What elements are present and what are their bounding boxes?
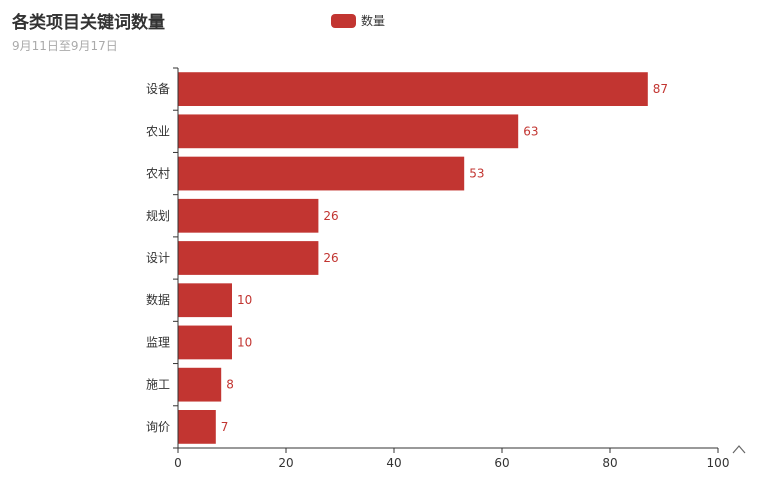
y-tick-label: 监理 — [146, 335, 170, 349]
bar — [178, 410, 216, 444]
data-label: 87 — [653, 82, 668, 96]
y-tick-label: 设备 — [146, 82, 170, 96]
bar — [178, 156, 465, 191]
bar — [178, 114, 519, 149]
bar — [178, 198, 319, 233]
chevron-up-icon[interactable] — [732, 445, 746, 454]
y-tick-label: 询价 — [146, 420, 170, 434]
data-label: 63 — [523, 124, 538, 138]
x-tick-label: 40 — [386, 456, 401, 470]
bar — [178, 241, 319, 275]
x-tick-label: 0 — [174, 456, 182, 470]
legend-label: 数量 — [361, 14, 386, 28]
bar — [178, 283, 232, 318]
chart-title: 各类项目关键词数量 — [12, 13, 165, 33]
data-label: 26 — [323, 251, 338, 265]
x-axis: 0 20 40 60 80 100 — [174, 447, 730, 470]
y-tick-label: 农村 — [146, 167, 170, 181]
x-tick-label: 80 — [602, 456, 617, 470]
data-label: 10 — [237, 293, 252, 307]
y-tick-label: 数据 — [146, 292, 170, 307]
bar — [178, 367, 222, 402]
legend[interactable]: 数量 — [331, 12, 385, 29]
y-tick-label: 设计 — [146, 251, 170, 265]
data-label: 53 — [469, 167, 484, 181]
chart-subtitle: 9月11日至9月17日 — [12, 39, 118, 53]
bar — [178, 325, 232, 360]
x-tick-label: 20 — [278, 456, 293, 470]
x-tick-label: 100 — [707, 456, 730, 470]
bar — [178, 72, 648, 106]
data-label: 26 — [323, 209, 338, 223]
data-label: 7 — [221, 420, 229, 434]
x-tick-label: 60 — [494, 456, 509, 470]
data-label: 10 — [237, 335, 252, 349]
y-tick-label: 规划 — [146, 208, 170, 223]
legend-swatch — [331, 13, 356, 28]
y-tick-label: 施工 — [146, 378, 170, 392]
data-label: 8 — [226, 378, 234, 392]
y-tick-label: 农业 — [146, 124, 170, 138]
